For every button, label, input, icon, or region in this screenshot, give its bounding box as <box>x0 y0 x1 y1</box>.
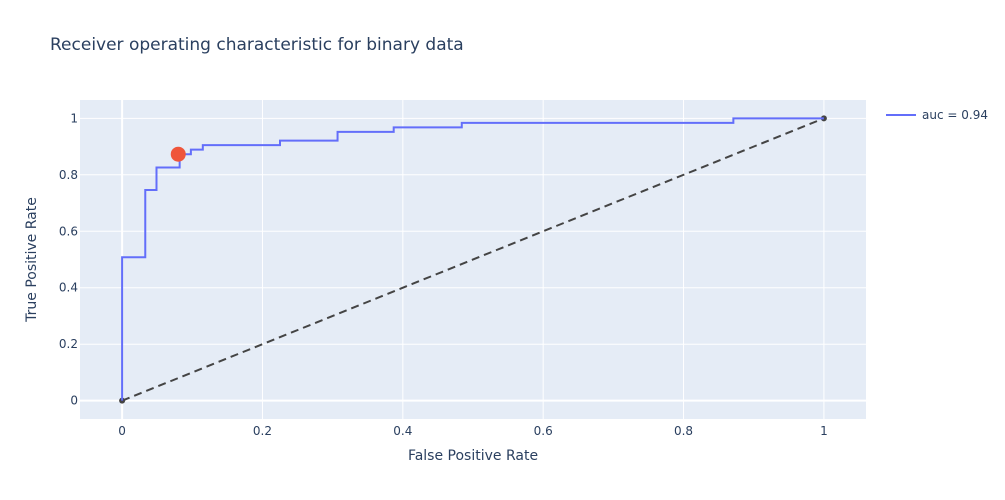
y-tick-label: 0.2 <box>59 337 78 351</box>
y-tick-label: 0 <box>70 394 78 408</box>
chance-diagonal-line <box>121 117 825 402</box>
y-tick-label: 0.6 <box>59 224 78 238</box>
y-tick-label: 0.4 <box>59 281 78 295</box>
selected-threshold-point <box>170 146 186 162</box>
x-axis-title: False Positive Rate <box>408 448 538 464</box>
x-tick-label: 0.8 <box>674 424 693 438</box>
legend[interactable]: auc = 0.94 <box>886 108 988 122</box>
y-axis-ticks: 0 0.2 0.4 0.6 0.8 1 <box>59 111 78 407</box>
x-tick-label: 0 <box>118 424 126 438</box>
x-tick-label: 1 <box>820 424 828 438</box>
y-tick-label: 1 <box>70 111 78 125</box>
y-axis-title: True Positive Rate <box>24 197 40 323</box>
x-tick-label: 0.6 <box>534 424 553 438</box>
x-tick-label: 0.4 <box>393 424 412 438</box>
x-axis-ticks: 0 0.2 0.4 0.6 0.8 1 <box>118 424 827 438</box>
chart-title: Receiver operating characteristic for bi… <box>50 35 464 55</box>
roc-curve-line <box>121 117 824 401</box>
y-tick-label: 0.8 <box>59 168 78 182</box>
x-tick-label: 0.2 <box>253 424 272 438</box>
legend-label-roc: auc = 0.94 <box>922 108 988 122</box>
gridlines <box>80 100 866 419</box>
series-layer <box>119 115 827 404</box>
